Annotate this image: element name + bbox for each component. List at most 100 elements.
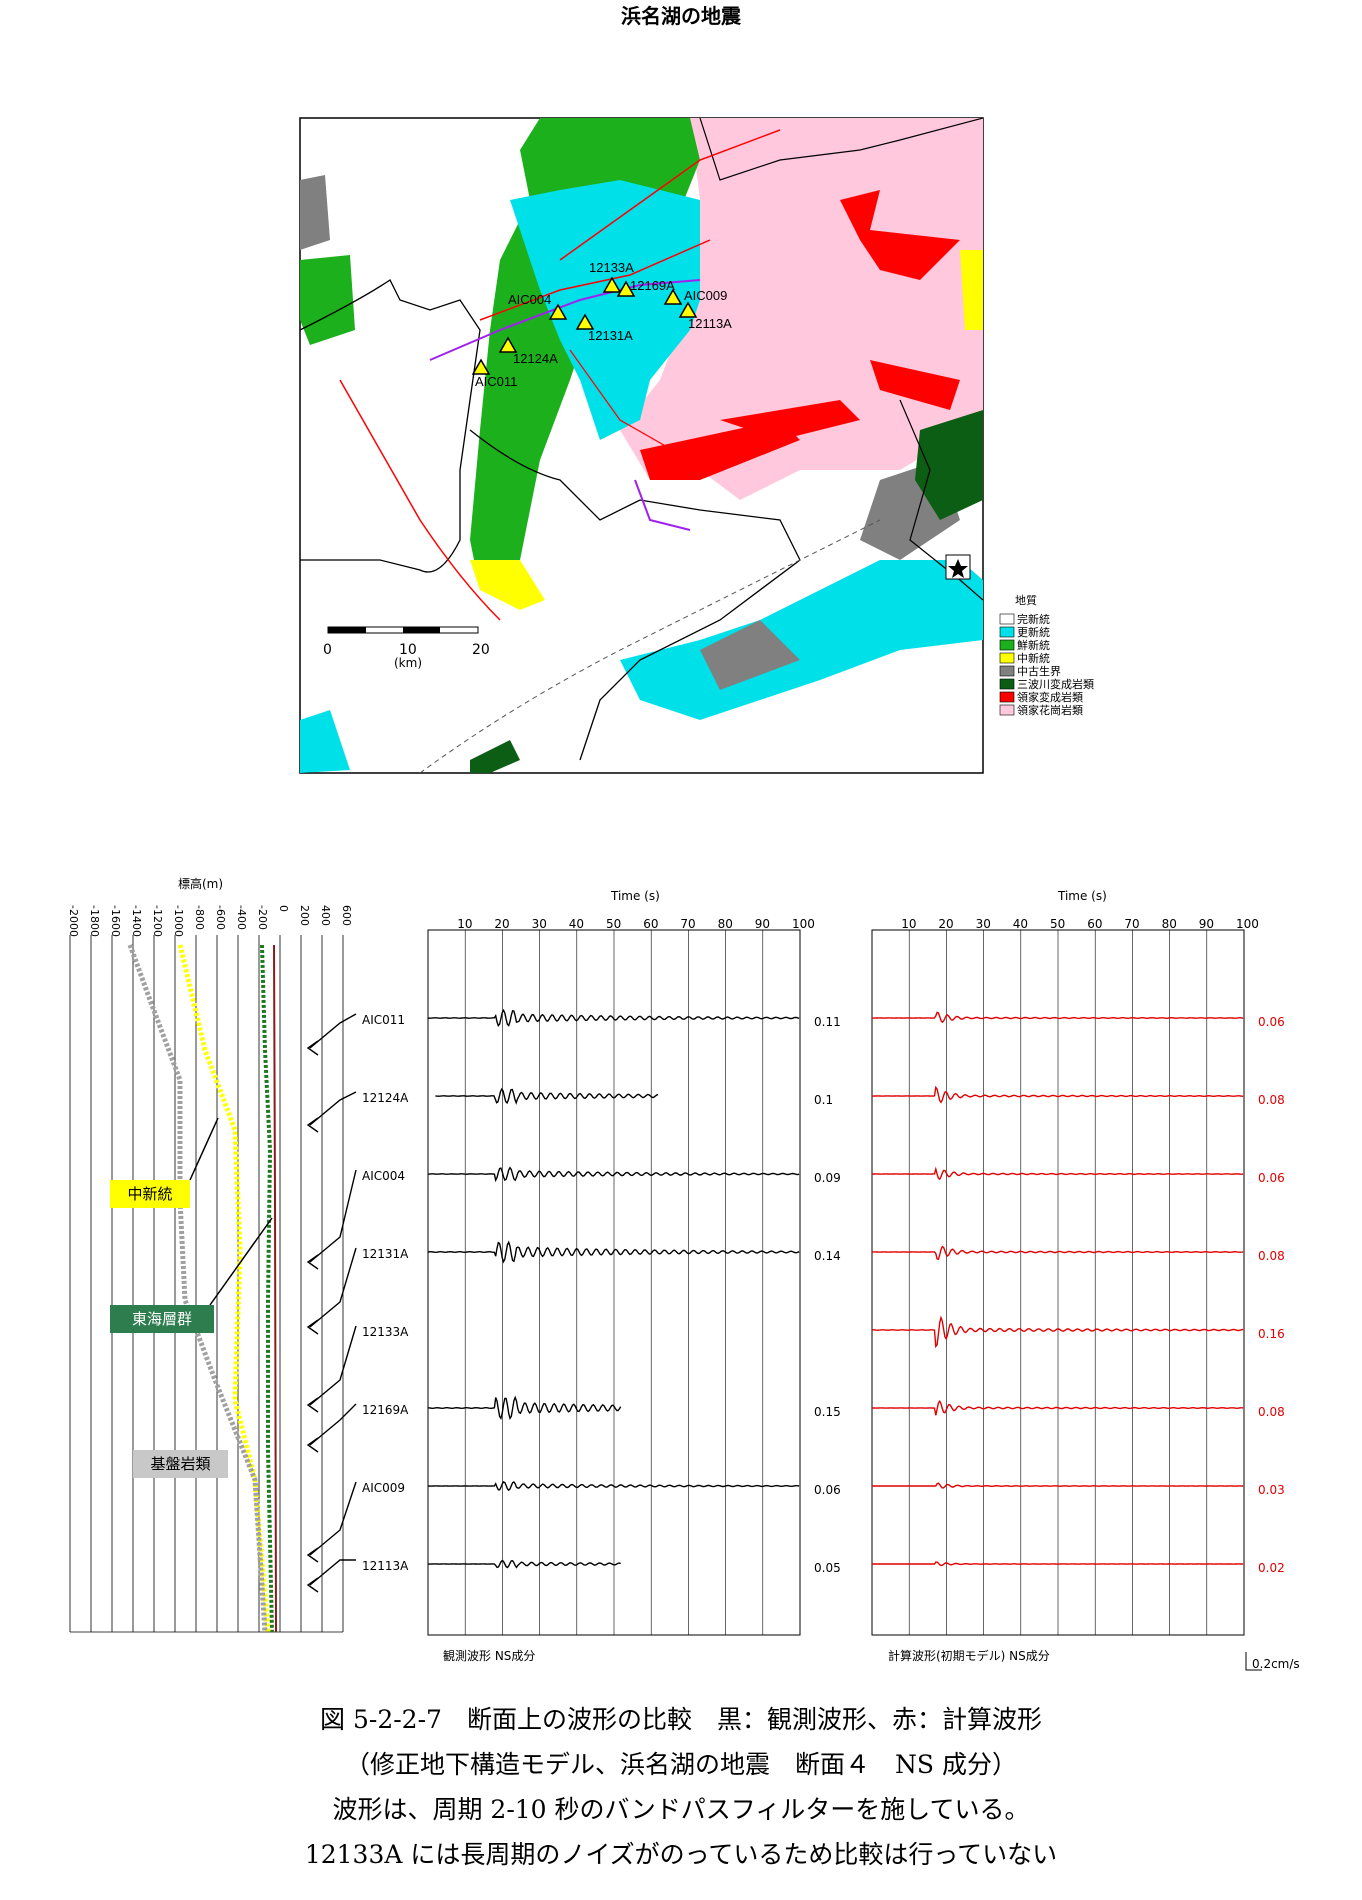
- svg-text:0: 0: [323, 642, 332, 658]
- station-label: 12169A: [630, 278, 675, 293]
- legend-label: 中新統: [1017, 651, 1050, 665]
- station-label: AIC011: [475, 374, 517, 389]
- observed-trace: [427, 1166, 800, 1183]
- station-name: 12131A: [362, 1247, 409, 1261]
- observed-amplitude: 0.05: [814, 1561, 841, 1575]
- geologic-map: 12133A 12169A AIC009 AIC004 12131A 12113…: [299, 117, 1094, 774]
- computed-trace: [871, 1399, 1244, 1416]
- station-label: 12113A: [688, 316, 732, 331]
- observed-amplitude: 0.11: [814, 1015, 841, 1029]
- time-tick: 60: [1087, 917, 1102, 931]
- station-marker-12169A: [616, 280, 636, 297]
- legend-label: 領家変成岩類: [1017, 690, 1083, 704]
- legend-label: 完新統: [1017, 612, 1050, 626]
- time-tick: 10: [457, 917, 472, 931]
- time-tick: 80: [1162, 917, 1177, 931]
- station-name: AIC011: [362, 1013, 405, 1027]
- observed-amplitude: 0.15: [814, 1405, 841, 1419]
- profile-tick: 600: [340, 905, 353, 926]
- station-name: AIC009: [362, 1481, 405, 1495]
- profile-tick: -1800: [88, 905, 101, 937]
- basement-curve: [127, 944, 268, 1633]
- scale-bar: 0 10 20 (km): [323, 626, 490, 670]
- station-marker-12124A: [498, 336, 518, 353]
- station-name: 12124A: [362, 1091, 409, 1105]
- computed-amplitude: 0.03: [1258, 1483, 1285, 1497]
- surface-line: [273, 944, 277, 1633]
- station-label: 12124A: [513, 351, 558, 366]
- profile-tick: 0: [277, 905, 290, 912]
- station-name: 12113A: [362, 1559, 409, 1573]
- time-tick: 30: [532, 917, 547, 931]
- computed-trace: [872, 1315, 1244, 1349]
- svg-text:10: 10: [399, 642, 417, 658]
- station-name: 12133A: [362, 1325, 409, 1339]
- time-tick: 40: [1013, 917, 1028, 931]
- profile-tick: -1600: [109, 905, 122, 937]
- time-tick: 100: [1236, 917, 1259, 931]
- time-tick: 50: [1050, 917, 1065, 931]
- time-tick: 70: [680, 917, 695, 931]
- label-miocene: 中新統: [110, 1180, 190, 1208]
- computed-trace: [872, 1561, 1244, 1567]
- station-name: 12169A: [362, 1403, 409, 1417]
- observed-trace: [427, 1395, 622, 1420]
- observed-amplitude: 0.14: [814, 1249, 841, 1263]
- time-tick: 70: [1124, 917, 1139, 931]
- computed-trace: [871, 1011, 1244, 1024]
- station-marker-12113A: [678, 301, 698, 318]
- legend-label: 領家花崗岩類: [1017, 703, 1083, 717]
- observed-amplitude: 0.09: [814, 1171, 841, 1185]
- computed-amplitude: 0.02: [1258, 1561, 1285, 1575]
- profile-tick: -200: [256, 905, 269, 930]
- legend-swatch: [999, 665, 1015, 677]
- time-tick: 10: [901, 917, 916, 931]
- legend-label: 鮮新統: [1017, 638, 1050, 652]
- observed-trace: [427, 1008, 800, 1027]
- profile-tick: 400: [319, 905, 332, 926]
- time-tick: 80: [718, 917, 733, 931]
- time-tick: 40: [569, 917, 584, 931]
- station-label: AIC009: [684, 288, 727, 303]
- time-tick: 20: [494, 917, 509, 931]
- label-basement: 基盤岩類: [133, 1450, 228, 1478]
- svg-text:(km): (km): [394, 656, 422, 670]
- computed-amplitude: 0.08: [1258, 1405, 1285, 1419]
- computed-waveform-panel: Time (s) 10 20 30 40 50 60 70 80 90 100 0.06 0.08 0…: [871, 889, 1285, 1663]
- profile-tick: 200: [298, 905, 311, 926]
- station-label: 12131A: [588, 328, 633, 343]
- observed-amplitude: 0.06: [814, 1483, 841, 1497]
- legend-label: 三波川変成岩類: [1017, 677, 1094, 691]
- computed-amplitude: 0.06: [1258, 1015, 1285, 1029]
- computed-trace: [872, 1085, 1244, 1104]
- svg-text:標高(m): 標高(m): [178, 876, 223, 891]
- caption-line-3: 波形は、周期 2-10 秒のバンドパスフィルターを施している。: [332, 1795, 1030, 1824]
- station-label: AIC004: [508, 292, 551, 307]
- miocene-base-curve: [177, 944, 271, 1633]
- observed-trace: [427, 1240, 800, 1264]
- svg-text:Time (s): Time (s): [610, 889, 660, 903]
- profile-tick: -1000: [172, 905, 185, 937]
- tokai-base-curve: [260, 944, 274, 1633]
- computed-trace: [871, 1166, 1244, 1181]
- svg-text:0.2cm/s: 0.2cm/s: [1252, 1657, 1300, 1671]
- observed-amplitude: 0.1: [814, 1093, 833, 1107]
- station-name: AIC004: [362, 1169, 405, 1183]
- map-title: 浜名湖の地震: [621, 4, 741, 28]
- station-label: 12133A: [589, 260, 634, 275]
- observed-waveform-panel: Time (s) 10 20 30 40 50 60 70 80 90 100 0.11 AIC01…: [362, 889, 841, 1663]
- legend-swatch: [999, 678, 1015, 690]
- profile-tick: -1200: [151, 905, 164, 937]
- pleistocene-area: [510, 180, 700, 440]
- legend-swatch: [999, 613, 1015, 625]
- ryoke-metamorphic-area: [840, 190, 960, 280]
- svg-text:観測波形 NS成分: 観測波形 NS成分: [443, 1649, 535, 1663]
- amplitude-scale: 0.2cm/s: [1245, 1652, 1300, 1671]
- epicenter-star-icon: [945, 554, 971, 580]
- station-marker-12133A: [602, 276, 622, 293]
- legend-swatch: [999, 652, 1015, 664]
- caption-line-1: 図 5-2-2-7 断面上の波形の比較 黒：観測波形、赤：計算波形: [320, 1705, 1042, 1734]
- observed-trace: [427, 1480, 800, 1492]
- observed-trace: [428, 1559, 621, 1569]
